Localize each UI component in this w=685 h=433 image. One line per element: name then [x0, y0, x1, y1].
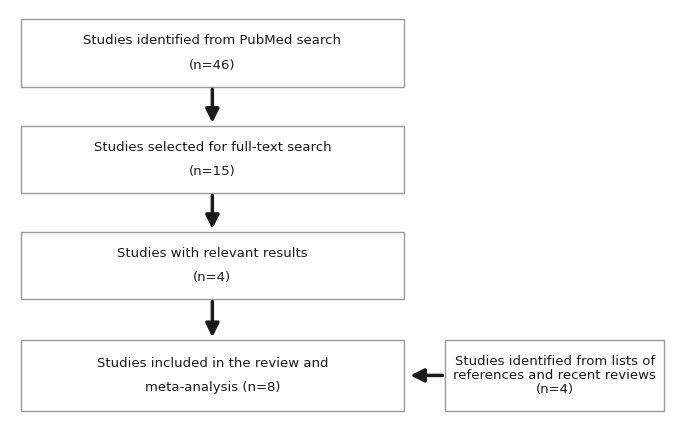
Text: Studies selected for full-text search: Studies selected for full-text search: [94, 140, 331, 154]
Text: (n=4): (n=4): [536, 383, 574, 397]
Text: references and recent reviews: references and recent reviews: [453, 369, 656, 382]
Text: (n=4): (n=4): [193, 271, 232, 284]
Text: (n=15): (n=15): [189, 165, 236, 178]
Text: meta-analysis (n=8): meta-analysis (n=8): [145, 381, 280, 394]
Text: Studies with relevant results: Studies with relevant results: [117, 246, 308, 260]
Text: (n=46): (n=46): [189, 58, 236, 72]
FancyBboxPatch shape: [445, 340, 664, 411]
FancyBboxPatch shape: [21, 19, 404, 87]
Text: Studies identified from PubMed search: Studies identified from PubMed search: [84, 34, 341, 48]
Text: Studies identified from lists of: Studies identified from lists of: [455, 355, 655, 368]
FancyBboxPatch shape: [21, 126, 404, 193]
FancyBboxPatch shape: [21, 232, 404, 299]
Text: Studies included in the review and: Studies included in the review and: [97, 357, 328, 370]
FancyBboxPatch shape: [21, 340, 404, 411]
